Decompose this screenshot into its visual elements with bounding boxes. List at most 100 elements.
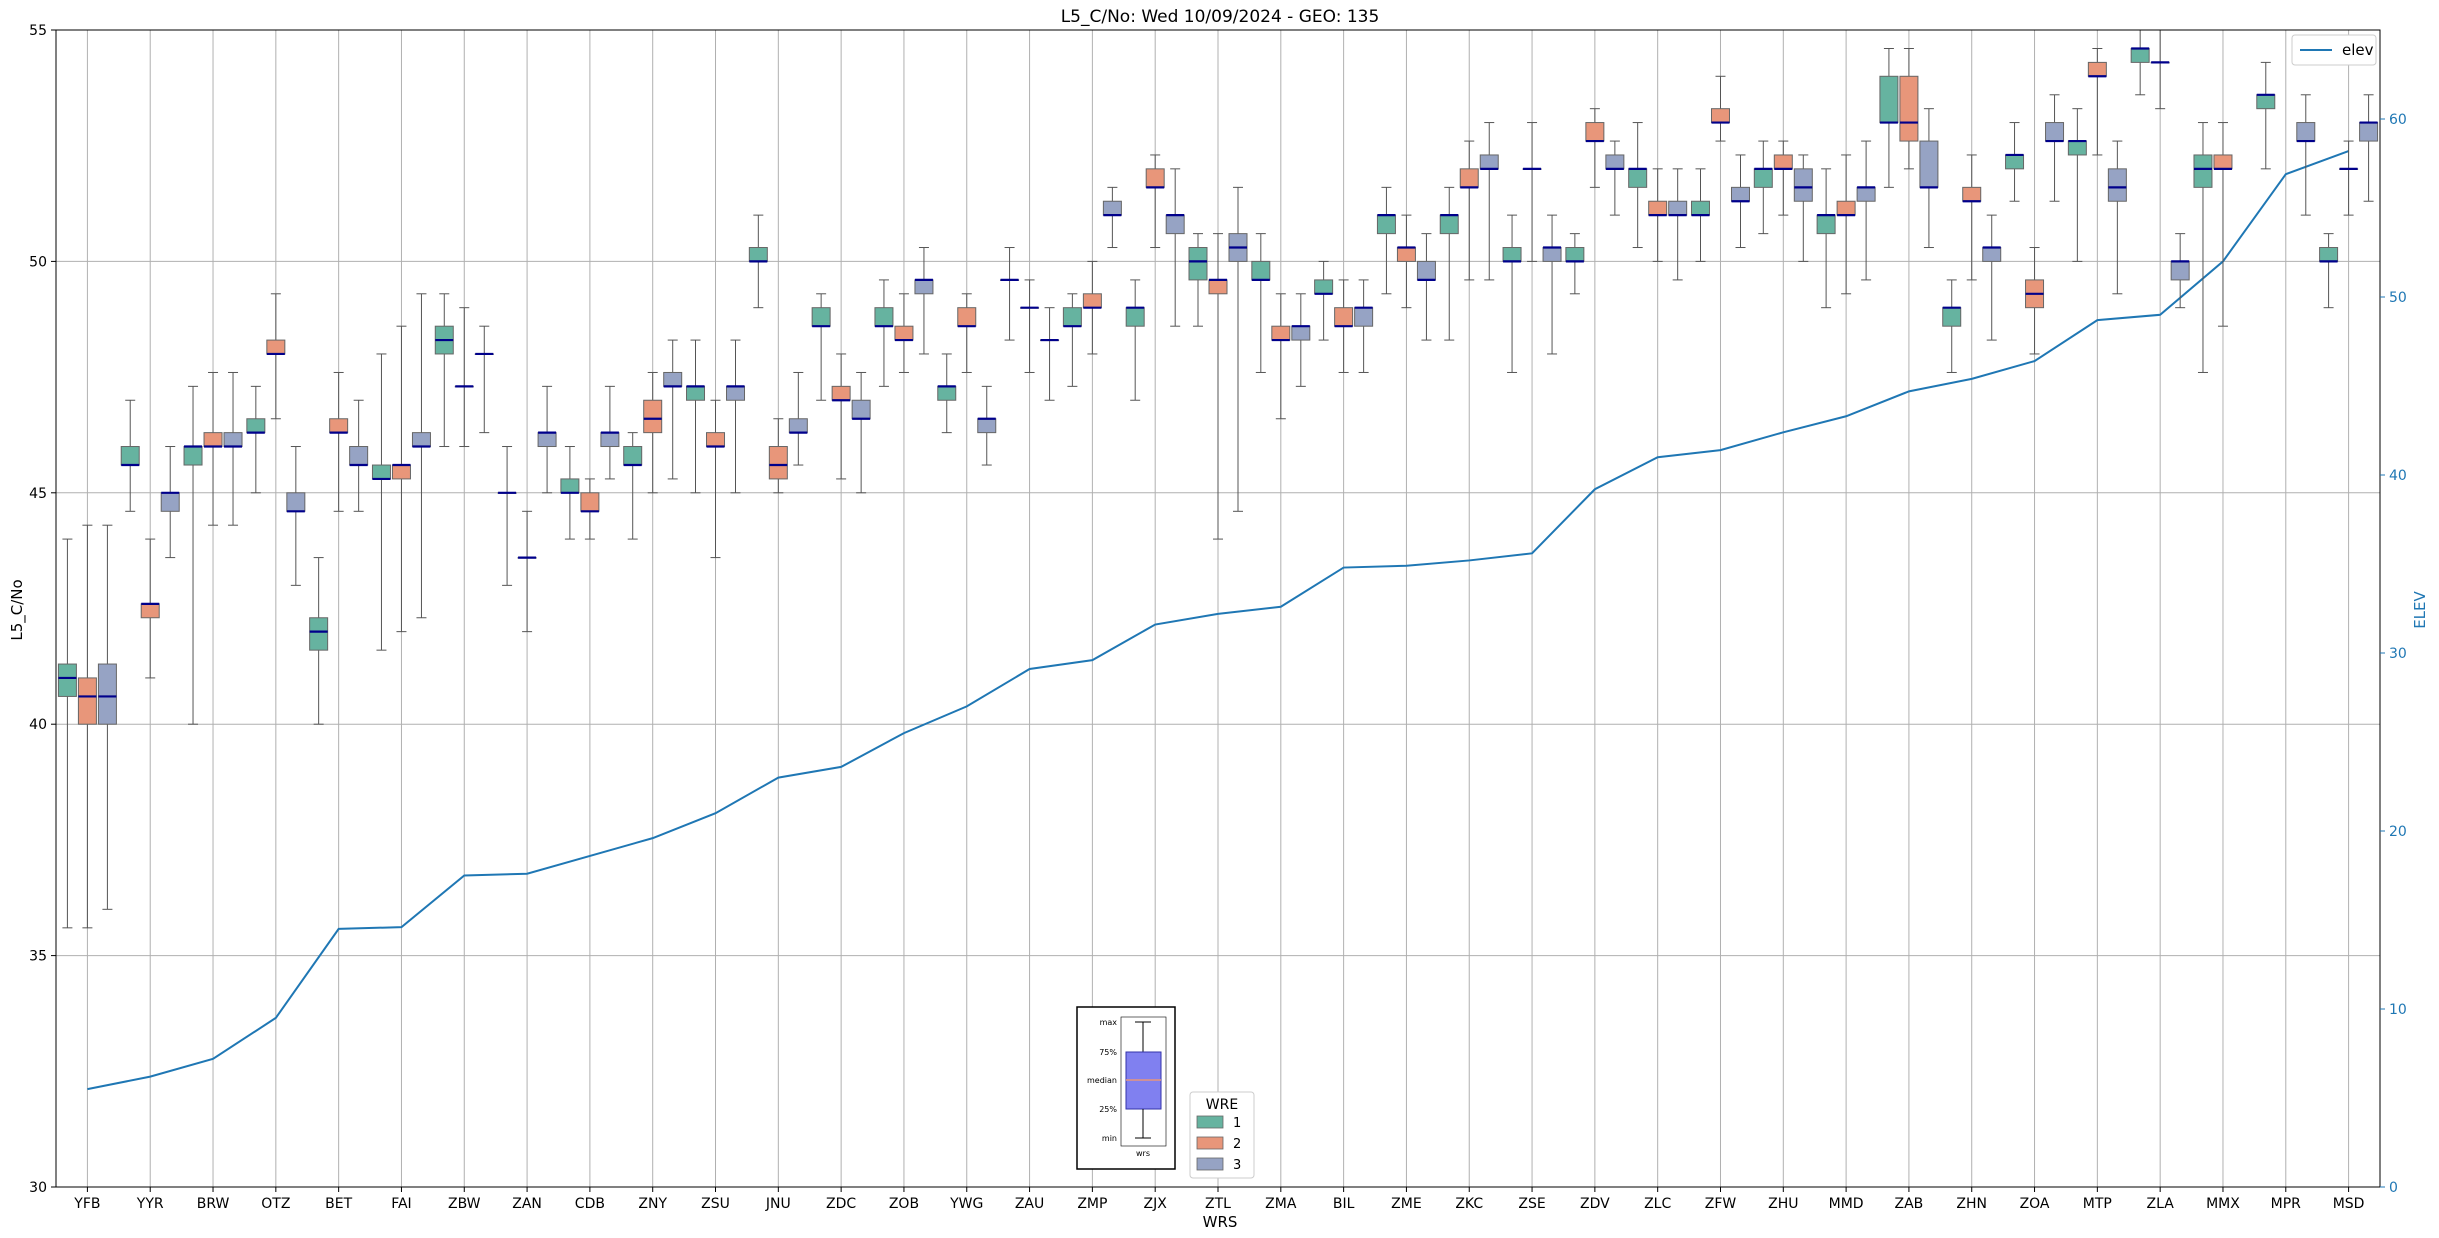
x-tick-label: ZOB	[889, 1196, 919, 1212]
box-BIL-wre2	[1334, 279, 1354, 373]
box-ZDV-wre1	[1565, 233, 1585, 295]
box-ZDC-wre1	[811, 293, 831, 401]
iqr-box	[1334, 307, 1354, 327]
box-FAI-wre1	[371, 353, 391, 651]
x-tick-label: ZHN	[1956, 1196, 1987, 1212]
box-ZFW-wre1	[1690, 168, 1710, 262]
iqr-box	[2359, 122, 2379, 142]
iqr-box	[1919, 140, 1939, 188]
iqr-box	[349, 446, 369, 466]
iqr-box	[2170, 260, 2190, 281]
box-MTP-wre2	[2087, 48, 2107, 156]
box-ZOA-wre2	[2025, 247, 2045, 355]
iqr-box	[1816, 214, 1836, 235]
inset-mini-axes	[1120, 1016, 1167, 1147]
box-CDB-wre2	[580, 478, 600, 540]
iqr-box	[1271, 325, 1291, 341]
iqr-box	[2319, 247, 2339, 262]
x-tick-label: OTZ	[261, 1196, 290, 1212]
iqr-box	[560, 478, 580, 494]
iqr-box	[1690, 200, 1710, 216]
box-MMD-wre1	[1816, 168, 1836, 309]
box-JNU-wre3	[788, 371, 808, 466]
box-ZLC-wre3	[1668, 168, 1688, 281]
x-tick-label: YWG	[949, 1196, 983, 1212]
box-MSD-wre1	[2319, 233, 2339, 309]
iqr-box	[1502, 247, 1522, 262]
box-ZLC-wre2	[1648, 168, 1668, 262]
box-ZHN-wre1	[1942, 279, 1962, 373]
box-CDB-wre1	[560, 446, 580, 540]
wre-legend-swatch	[1196, 1115, 1224, 1129]
box-ZOB-wre1	[874, 279, 894, 387]
iqr-box	[77, 677, 97, 725]
box-layer	[57, 29, 2379, 929]
box-ZAB-wre3	[1919, 108, 1939, 249]
iqr-box	[1062, 307, 1082, 327]
box-OTZ-wre2	[266, 293, 286, 420]
box-ZAN-wre1	[497, 446, 517, 586]
box-ZHU-wre3	[1793, 154, 1813, 262]
wre-legend: WRE 1 2 3	[1189, 1091, 1255, 1179]
box-ZSU-wre1	[686, 339, 706, 494]
iqr-box	[411, 432, 431, 448]
left-y-axis: 30 35 40 45 50 55	[29, 23, 56, 1196]
iqr-box	[1376, 214, 1396, 235]
box-ZKC-wre1	[1439, 186, 1459, 341]
box-BRW-wre2	[203, 371, 223, 526]
x-tick-label: BRW	[197, 1196, 230, 1212]
box-BRW-wre3	[223, 371, 243, 526]
box-ZLA-wre2	[2150, 29, 2170, 110]
inset-xlabel: wrs	[1136, 1149, 1150, 1158]
box-ZBW-wre2	[454, 307, 474, 448]
x-tick-label: ZDC	[826, 1196, 856, 1212]
inset-label-q1: 25%	[1099, 1105, 1117, 1114]
wre-legend-label: 2	[1233, 1137, 1241, 1152]
iqr-box	[937, 385, 957, 401]
iqr-box	[1605, 154, 1625, 170]
iqr-box	[391, 464, 411, 480]
left-tick-label: 35	[29, 949, 47, 965]
iqr-box	[1962, 186, 1982, 202]
iqr-box	[748, 247, 768, 262]
iqr-box	[874, 307, 894, 327]
box-ZMA-wre1	[1251, 233, 1271, 373]
elev-line	[87, 150, 2349, 1091]
box-MMX-wre1	[2193, 122, 2213, 373]
box-FAI-wre3	[411, 293, 431, 619]
box-ZAB-wre1	[1879, 48, 1899, 188]
box-ZJX-wre3	[1165, 168, 1185, 327]
box-FAI-wre2	[391, 325, 411, 633]
iqr-box	[1668, 200, 1688, 216]
box-BRW-wre1	[183, 385, 203, 725]
iqr-box	[686, 385, 706, 401]
box-BET-wre2	[329, 371, 349, 512]
box-ZDC-wre2	[831, 353, 851, 480]
iqr-box	[97, 663, 117, 725]
box-YYR-wre1	[120, 399, 140, 512]
iqr-box	[1710, 108, 1730, 124]
iqr-box	[1628, 168, 1648, 188]
elev-line-layer	[87, 150, 2349, 1091]
box-BET-wre1	[309, 557, 329, 725]
iqr-box	[1542, 247, 1562, 262]
right-tick-label: 0	[2389, 1180, 2398, 1196]
box-BIL-wre3	[1354, 279, 1374, 373]
x-tick-label: CDB	[575, 1196, 605, 1212]
iqr-box	[768, 446, 788, 480]
iqr-box	[623, 446, 643, 466]
iqr-box	[1188, 247, 1208, 281]
box-ZAN-wre2	[517, 510, 537, 633]
box-ZJX-wre1	[1125, 279, 1145, 401]
box-ZHU-wre2	[1773, 140, 1793, 216]
iqr-box	[1145, 168, 1165, 188]
box-MPR-wre3	[2296, 94, 2316, 216]
iqr-box	[1793, 168, 1813, 202]
x-tick-label: YYR	[136, 1196, 164, 1212]
iqr-box	[1942, 307, 1962, 327]
left-tick-label: 45	[29, 486, 47, 502]
iqr-box	[1856, 186, 1876, 202]
iqr-box	[223, 432, 243, 448]
iqr-box	[977, 418, 997, 434]
